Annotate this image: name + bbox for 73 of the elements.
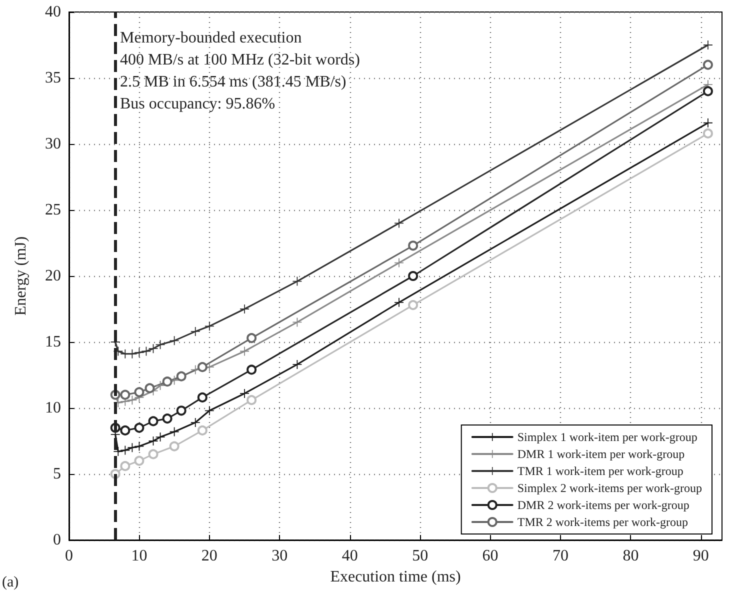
point [128, 443, 137, 452]
point [176, 406, 186, 416]
y-tick-label: 20 [45, 268, 61, 284]
point [703, 118, 712, 128]
x-tick-label: 90 [692, 548, 709, 564]
x-tick-label: 70 [552, 548, 569, 564]
point [128, 396, 137, 405]
y-tick-label: 0 [53, 532, 61, 548]
point [408, 240, 418, 251]
point [134, 422, 144, 433]
y-tick-label: 30 [45, 136, 61, 152]
annotation: 400 MB/s at 100 MHz (32-bit words) [120, 52, 360, 68]
x-tick-label: 10 [131, 548, 148, 564]
y-tick-label: 25 [45, 202, 61, 218]
point [246, 333, 257, 344]
point [162, 414, 172, 424]
point [128, 349, 137, 358]
x-tick-label: 50 [412, 548, 428, 564]
x-axis-title: Execution time (ms) [330, 568, 461, 586]
point [148, 416, 158, 426]
point [394, 298, 404, 307]
point [120, 425, 130, 436]
point [703, 40, 712, 50]
x-tick-label: 0 [65, 548, 73, 564]
point [246, 395, 257, 406]
y-tick-label: 35 [45, 70, 61, 86]
point [408, 271, 418, 281]
point [170, 336, 179, 346]
y-tick-label: 15 [45, 334, 61, 350]
legend-label: DMR 1 work-item per work-group [517, 447, 685, 461]
point [702, 60, 713, 70]
point [702, 86, 713, 96]
point [114, 447, 123, 456]
point [204, 406, 214, 416]
point [120, 390, 130, 400]
point [292, 360, 302, 369]
annotation: Bus occupancy: 95.86% [120, 96, 276, 112]
point [190, 418, 200, 428]
legend-label: TMR 1 work-item per work-group [517, 464, 684, 478]
x-tick-label: 80 [622, 548, 639, 564]
point [408, 300, 418, 310]
point [190, 326, 200, 336]
y-tick-label: 5 [53, 466, 61, 482]
point [240, 304, 250, 314]
x-tick-label: 60 [482, 548, 498, 564]
point [197, 392, 208, 402]
y-tick-label: 10 [45, 400, 61, 416]
point [162, 376, 172, 387]
y-tick-label: 40 [45, 4, 61, 20]
point [134, 387, 144, 398]
point [197, 425, 208, 436]
point [702, 128, 713, 138]
text: (a) [2, 574, 19, 590]
point [144, 383, 155, 394]
legend-label: Simplex 1 work-item per work-group [517, 430, 698, 444]
annotation: Memory-bounded execution [120, 30, 302, 46]
point [204, 322, 214, 331]
x-tick-label: 20 [201, 548, 218, 564]
legend-label: DMR 2 work-items per work-group [517, 498, 690, 512]
point [240, 388, 250, 398]
x-tick-label: 30 [272, 548, 288, 564]
legend-label: TMR 2 work-items per work-group [517, 515, 688, 529]
point [148, 449, 158, 460]
point [120, 461, 130, 472]
point [197, 362, 208, 372]
legend-label: Simplex 2 work-items per work-group [517, 481, 702, 495]
y-axis-title: Energy (mJ) [12, 236, 30, 316]
point [176, 371, 186, 382]
annotation: 2.5 MB in 6.554 ms (381.45 MB/s) [120, 74, 346, 90]
point [246, 364, 257, 375]
x-tick-label: 40 [342, 548, 358, 564]
point [134, 456, 144, 466]
point [169, 441, 180, 452]
